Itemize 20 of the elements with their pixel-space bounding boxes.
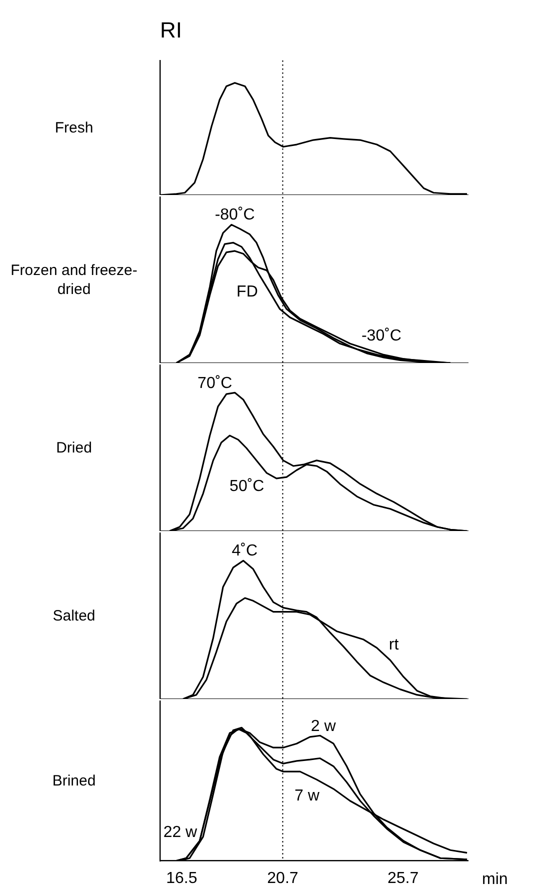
series-label: 70˚C [198,375,232,392]
x-axis-title: min [482,871,508,888]
series-label: 4˚C [232,542,258,560]
series-label: -80˚C [214,206,255,224]
y-axis-title: Brined [51,771,97,790]
chart-title: RI [160,17,182,42]
series-label: 2 w [310,718,336,736]
x-tick-label: 16.5 [166,870,198,887]
y-axis-title: Frozen and freeze-dried [10,261,138,299]
y-axis-title: Dried [55,438,93,458]
y-axis-title: Salted [52,606,96,626]
series-label: 22 w [163,824,198,842]
series-label: 50˚C [230,478,264,496]
series-label: FD [236,284,258,301]
x-tick-label: 25.7 [387,870,419,887]
y-axis-title: Fresh [54,118,94,138]
x-tick-label: 20.7 [267,870,298,887]
series-label: -30˚C [361,328,402,344]
series-label: 7 w [294,788,320,805]
series-label: rt [388,636,400,654]
